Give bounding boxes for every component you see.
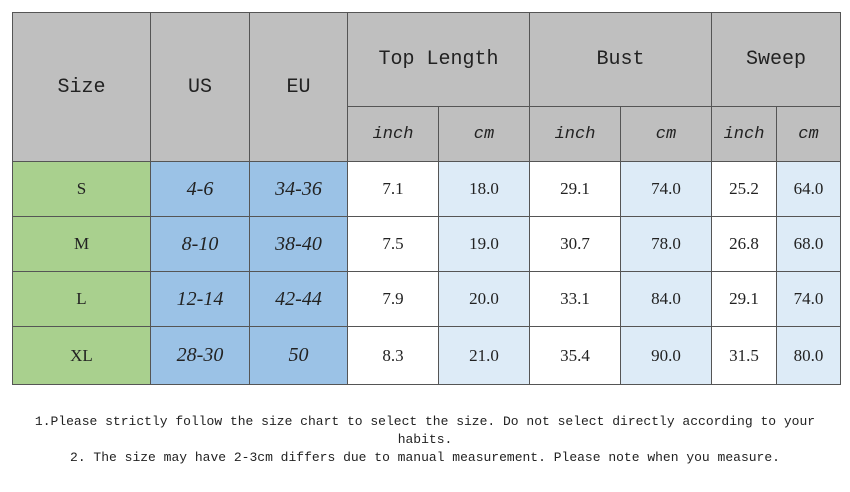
- table-cell: 34-36: [249, 161, 348, 217]
- column-header: Bust: [529, 12, 712, 107]
- table-cell: 30.7: [529, 216, 621, 272]
- unit-header: cm: [776, 106, 841, 162]
- table-cell: 38-40: [249, 216, 348, 272]
- table-cell: 50: [249, 326, 348, 385]
- table-cell: L: [12, 271, 151, 327]
- table-cell: 26.8: [711, 216, 777, 272]
- table-cell: 4-6: [150, 161, 250, 217]
- column-header: Top Length: [347, 12, 530, 107]
- table-cell: 29.1: [711, 271, 777, 327]
- table-cell: 21.0: [438, 326, 530, 385]
- table-cell: 42-44: [249, 271, 348, 327]
- unit-header: cm: [620, 106, 712, 162]
- notes: 1.Please strictly follow the size chart …: [25, 413, 825, 467]
- table-cell: 7.9: [347, 271, 439, 327]
- table-cell: 7.1: [347, 161, 439, 217]
- column-header: Size: [12, 12, 151, 162]
- header-row: Size US EU Top Length Bust Sweep: [12, 12, 841, 162]
- size-table: Size US EU Top Length Bust Sweep inch cm inch cm i…: [12, 12, 841, 385]
- table-cell: 68.0: [776, 216, 841, 272]
- column-header: US: [150, 12, 250, 162]
- table-cell: 64.0: [776, 161, 841, 217]
- table-cell: 74.0: [620, 161, 712, 217]
- table-cell: XL: [12, 326, 151, 385]
- table-cell: 8-10: [150, 216, 250, 272]
- table-cell: M: [12, 216, 151, 272]
- column-header: Sweep: [711, 12, 841, 107]
- table-cell: 8.3: [347, 326, 439, 385]
- size-row: L 12-14 42-44 7.9 20.0 33.1 84.0 29.1 74.0: [12, 271, 841, 327]
- table-cell: 7.5: [347, 216, 439, 272]
- unit-header: inch: [529, 106, 621, 162]
- size-row: XL 28-30 50 8.3 21.0 35.4 90.0 31.5 80.0: [12, 326, 841, 385]
- table-cell: 19.0: [438, 216, 530, 272]
- table-cell: 84.0: [620, 271, 712, 327]
- note: 2. The size may have 2-3cm differs due t…: [70, 450, 780, 465]
- table-cell: 80.0: [776, 326, 841, 385]
- table-cell: 74.0: [776, 271, 841, 327]
- table-cell: 35.4: [529, 326, 621, 385]
- column-header: EU: [249, 12, 348, 162]
- unit-header: cm: [438, 106, 530, 162]
- size-row: S 4-6 34-36 7.1 18.0 29.1 74.0 25.2 64.0: [12, 161, 841, 217]
- unit-header: inch: [711, 106, 777, 162]
- table-cell: 28-30: [150, 326, 250, 385]
- table-cell: 25.2: [711, 161, 777, 217]
- table-cell: S: [12, 161, 151, 217]
- unit-row: inch cm inch cm inch cm: [13, 106, 841, 162]
- table-cell: 18.0: [438, 161, 530, 217]
- table-cell: 12-14: [150, 271, 250, 327]
- table-cell: 29.1: [529, 161, 621, 217]
- note: 1.Please strictly follow the size chart …: [34, 414, 816, 447]
- table-cell: 33.1: [529, 271, 621, 327]
- size-row: M 8-10 38-40 7.5 19.0 30.7 78.0 26.8 68.0: [12, 216, 841, 272]
- table-cell: 31.5: [711, 326, 777, 385]
- table-cell: 90.0: [620, 326, 712, 385]
- unit-header: inch: [347, 106, 439, 162]
- table-cell: 78.0: [620, 216, 712, 272]
- table-cell: 20.0: [438, 271, 530, 327]
